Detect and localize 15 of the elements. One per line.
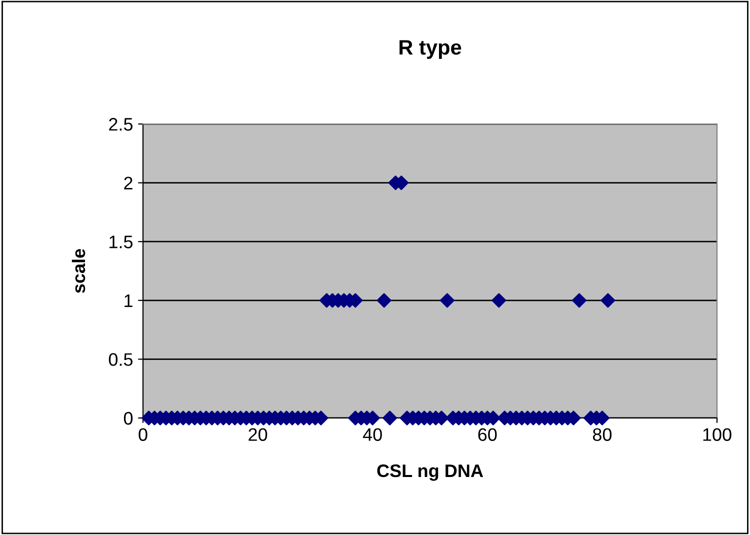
- y-tick-label: 2.5: [109, 118, 133, 131]
- y-tick-label: 2: [124, 176, 132, 190]
- y-tick-label: 1: [124, 294, 132, 307]
- y-tick-label: 0.5: [108, 353, 133, 366]
- x-axis-title: CSL ng DNA: [377, 464, 484, 481]
- y-axis-title: scale: [72, 249, 86, 293]
- x-tick-label: 60: [478, 428, 497, 441]
- y-tick-label: 1.5: [110, 236, 133, 248]
- x-tick-label: 40: [362, 428, 382, 441]
- x-tick-label: 100: [703, 428, 732, 441]
- x-tick-label: 0: [138, 428, 148, 441]
- chart-title: R type: [400, 40, 462, 59]
- x-tick-label: 20: [248, 428, 268, 441]
- x-tick-label: 80: [592, 428, 612, 441]
- y-tick-label: 0: [124, 412, 133, 425]
